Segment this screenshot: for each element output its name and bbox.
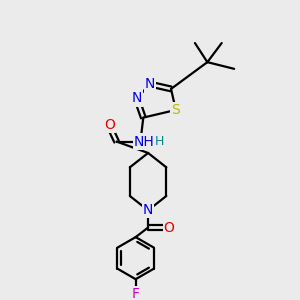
Text: H: H bbox=[155, 135, 164, 148]
Text: NH: NH bbox=[134, 134, 154, 148]
Text: N: N bbox=[143, 203, 153, 217]
Text: O: O bbox=[104, 118, 115, 132]
Text: F: F bbox=[132, 287, 140, 300]
Text: N: N bbox=[131, 92, 142, 106]
Text: S: S bbox=[171, 103, 180, 117]
Text: N: N bbox=[145, 77, 155, 91]
Text: O: O bbox=[164, 220, 175, 235]
